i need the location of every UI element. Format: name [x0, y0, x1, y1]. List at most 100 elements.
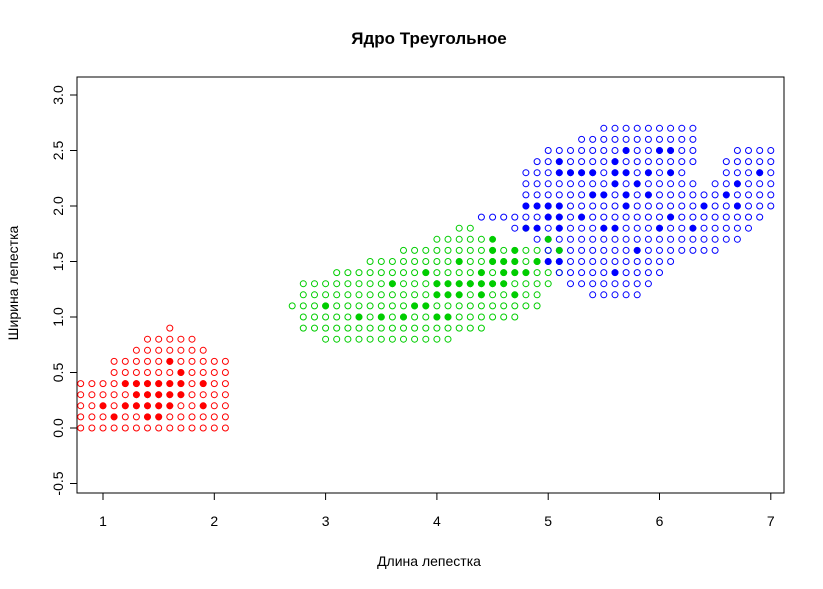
grid-point-setosa — [110, 391, 118, 399]
observation-setosa — [177, 369, 185, 376]
grid-point-virginica — [589, 202, 597, 210]
observation-setosa — [132, 391, 140, 399]
grid-point-virginica — [589, 135, 597, 143]
observation-versicolor — [489, 235, 497, 243]
grid-point-versicolor — [422, 335, 430, 343]
grid-point-virginica — [567, 224, 574, 232]
grid-point-versicolor — [444, 335, 452, 343]
grid-point-versicolor — [533, 302, 541, 310]
grid-point-versicolor — [489, 313, 497, 321]
grid-point-versicolor — [311, 291, 318, 299]
grid-point-virginica — [667, 246, 675, 254]
grid-point-versicolor — [455, 313, 463, 321]
grid-point-virginica — [633, 269, 641, 277]
grid-point-virginica — [689, 191, 697, 199]
observation-virginica — [622, 191, 630, 199]
grid-point-versicolor — [333, 324, 341, 332]
grid-point-virginica — [600, 124, 608, 132]
grid-point-versicolor — [411, 269, 419, 277]
grid-point-virginica — [667, 124, 675, 132]
grid-point-versicolor — [366, 258, 374, 265]
observation-virginica — [555, 213, 563, 221]
grid-point-virginica — [644, 213, 652, 221]
grid-point-setosa — [132, 357, 140, 365]
grid-point-virginica — [678, 191, 686, 199]
observation-setosa — [121, 402, 129, 410]
grid-point-virginica — [544, 246, 552, 254]
grid-point-setosa — [99, 391, 107, 399]
grid-point-virginica — [722, 169, 730, 177]
grid-point-setosa — [199, 346, 207, 354]
grid-point-virginica — [622, 180, 630, 188]
observation-virginica — [555, 258, 563, 265]
grid-point-versicolor — [500, 313, 508, 321]
grid-point-virginica — [745, 180, 752, 188]
chart-title: Ядро Треугольное — [351, 29, 506, 48]
grid-point-virginica — [589, 258, 597, 265]
grid-point-setosa — [177, 413, 185, 421]
grid-point-virginica — [600, 158, 608, 166]
observation-versicolor — [511, 269, 519, 277]
grid-point-setosa — [210, 402, 218, 410]
grid-point-virginica — [745, 191, 752, 199]
grid-point-virginica — [622, 158, 630, 166]
grid-point-virginica — [578, 135, 586, 143]
grid-point-versicolor — [500, 291, 508, 299]
grid-point-virginica — [633, 213, 641, 221]
grid-point-virginica — [689, 147, 697, 154]
grid-point-virginica — [678, 169, 686, 177]
grid-point-versicolor — [366, 324, 374, 332]
grid-point-virginica — [611, 147, 619, 154]
grid-point-virginica — [578, 235, 586, 243]
grid-point-virginica — [533, 169, 541, 177]
grid-point-versicolor — [366, 302, 374, 310]
grid-point-virginica — [589, 269, 597, 277]
grid-point-virginica — [656, 180, 663, 188]
observation-virginica — [578, 213, 586, 221]
grid-point-virginica — [522, 191, 530, 199]
grid-point-setosa — [188, 369, 196, 376]
grid-point-virginica — [678, 158, 686, 166]
grid-point-virginica — [600, 280, 608, 288]
grid-point-setosa — [77, 402, 85, 410]
grid-point-virginica — [477, 213, 485, 221]
grid-point-virginica — [722, 213, 730, 221]
grid-point-virginica — [589, 147, 597, 154]
observation-versicolor — [388, 280, 396, 288]
observation-versicolor — [455, 258, 463, 265]
grid-point-virginica — [567, 269, 574, 277]
grid-point-virginica — [533, 213, 541, 221]
grid-point-versicolor — [466, 269, 474, 277]
observation-versicolor — [355, 313, 363, 321]
grid-point-virginica — [578, 246, 586, 254]
grid-point-versicolor — [477, 235, 485, 243]
grid-point-virginica — [600, 135, 608, 143]
grid-point-setosa — [221, 391, 229, 399]
grid-point-versicolor — [466, 235, 474, 243]
observation-versicolor — [411, 302, 419, 310]
grid-point-versicolor — [411, 246, 419, 254]
grid-point-setosa — [210, 413, 218, 421]
grid-point-versicolor — [311, 313, 318, 321]
observation-versicolor — [433, 280, 441, 288]
grid-point-setosa — [210, 357, 218, 365]
grid-point-virginica — [589, 213, 597, 221]
grid-point-virginica — [633, 147, 641, 154]
grid-point-versicolor — [533, 269, 541, 277]
grid-point-versicolor — [411, 335, 419, 343]
grid-point-virginica — [611, 291, 619, 299]
grid-point-virginica — [722, 158, 730, 166]
grid-point-virginica — [611, 246, 619, 254]
observation-versicolor — [422, 302, 430, 310]
grid-point-virginica — [656, 213, 663, 221]
grid-point-setosa — [166, 346, 174, 354]
grid-point-versicolor — [400, 302, 407, 310]
grid-point-virginica — [644, 147, 652, 154]
grid-point-setosa — [88, 391, 96, 399]
grid-point-virginica — [567, 280, 574, 288]
observation-setosa — [144, 413, 151, 421]
grid-point-virginica — [633, 291, 641, 299]
grid-point-setosa — [210, 380, 218, 388]
grid-point-setosa — [88, 424, 96, 432]
grid-point-setosa — [177, 346, 185, 354]
